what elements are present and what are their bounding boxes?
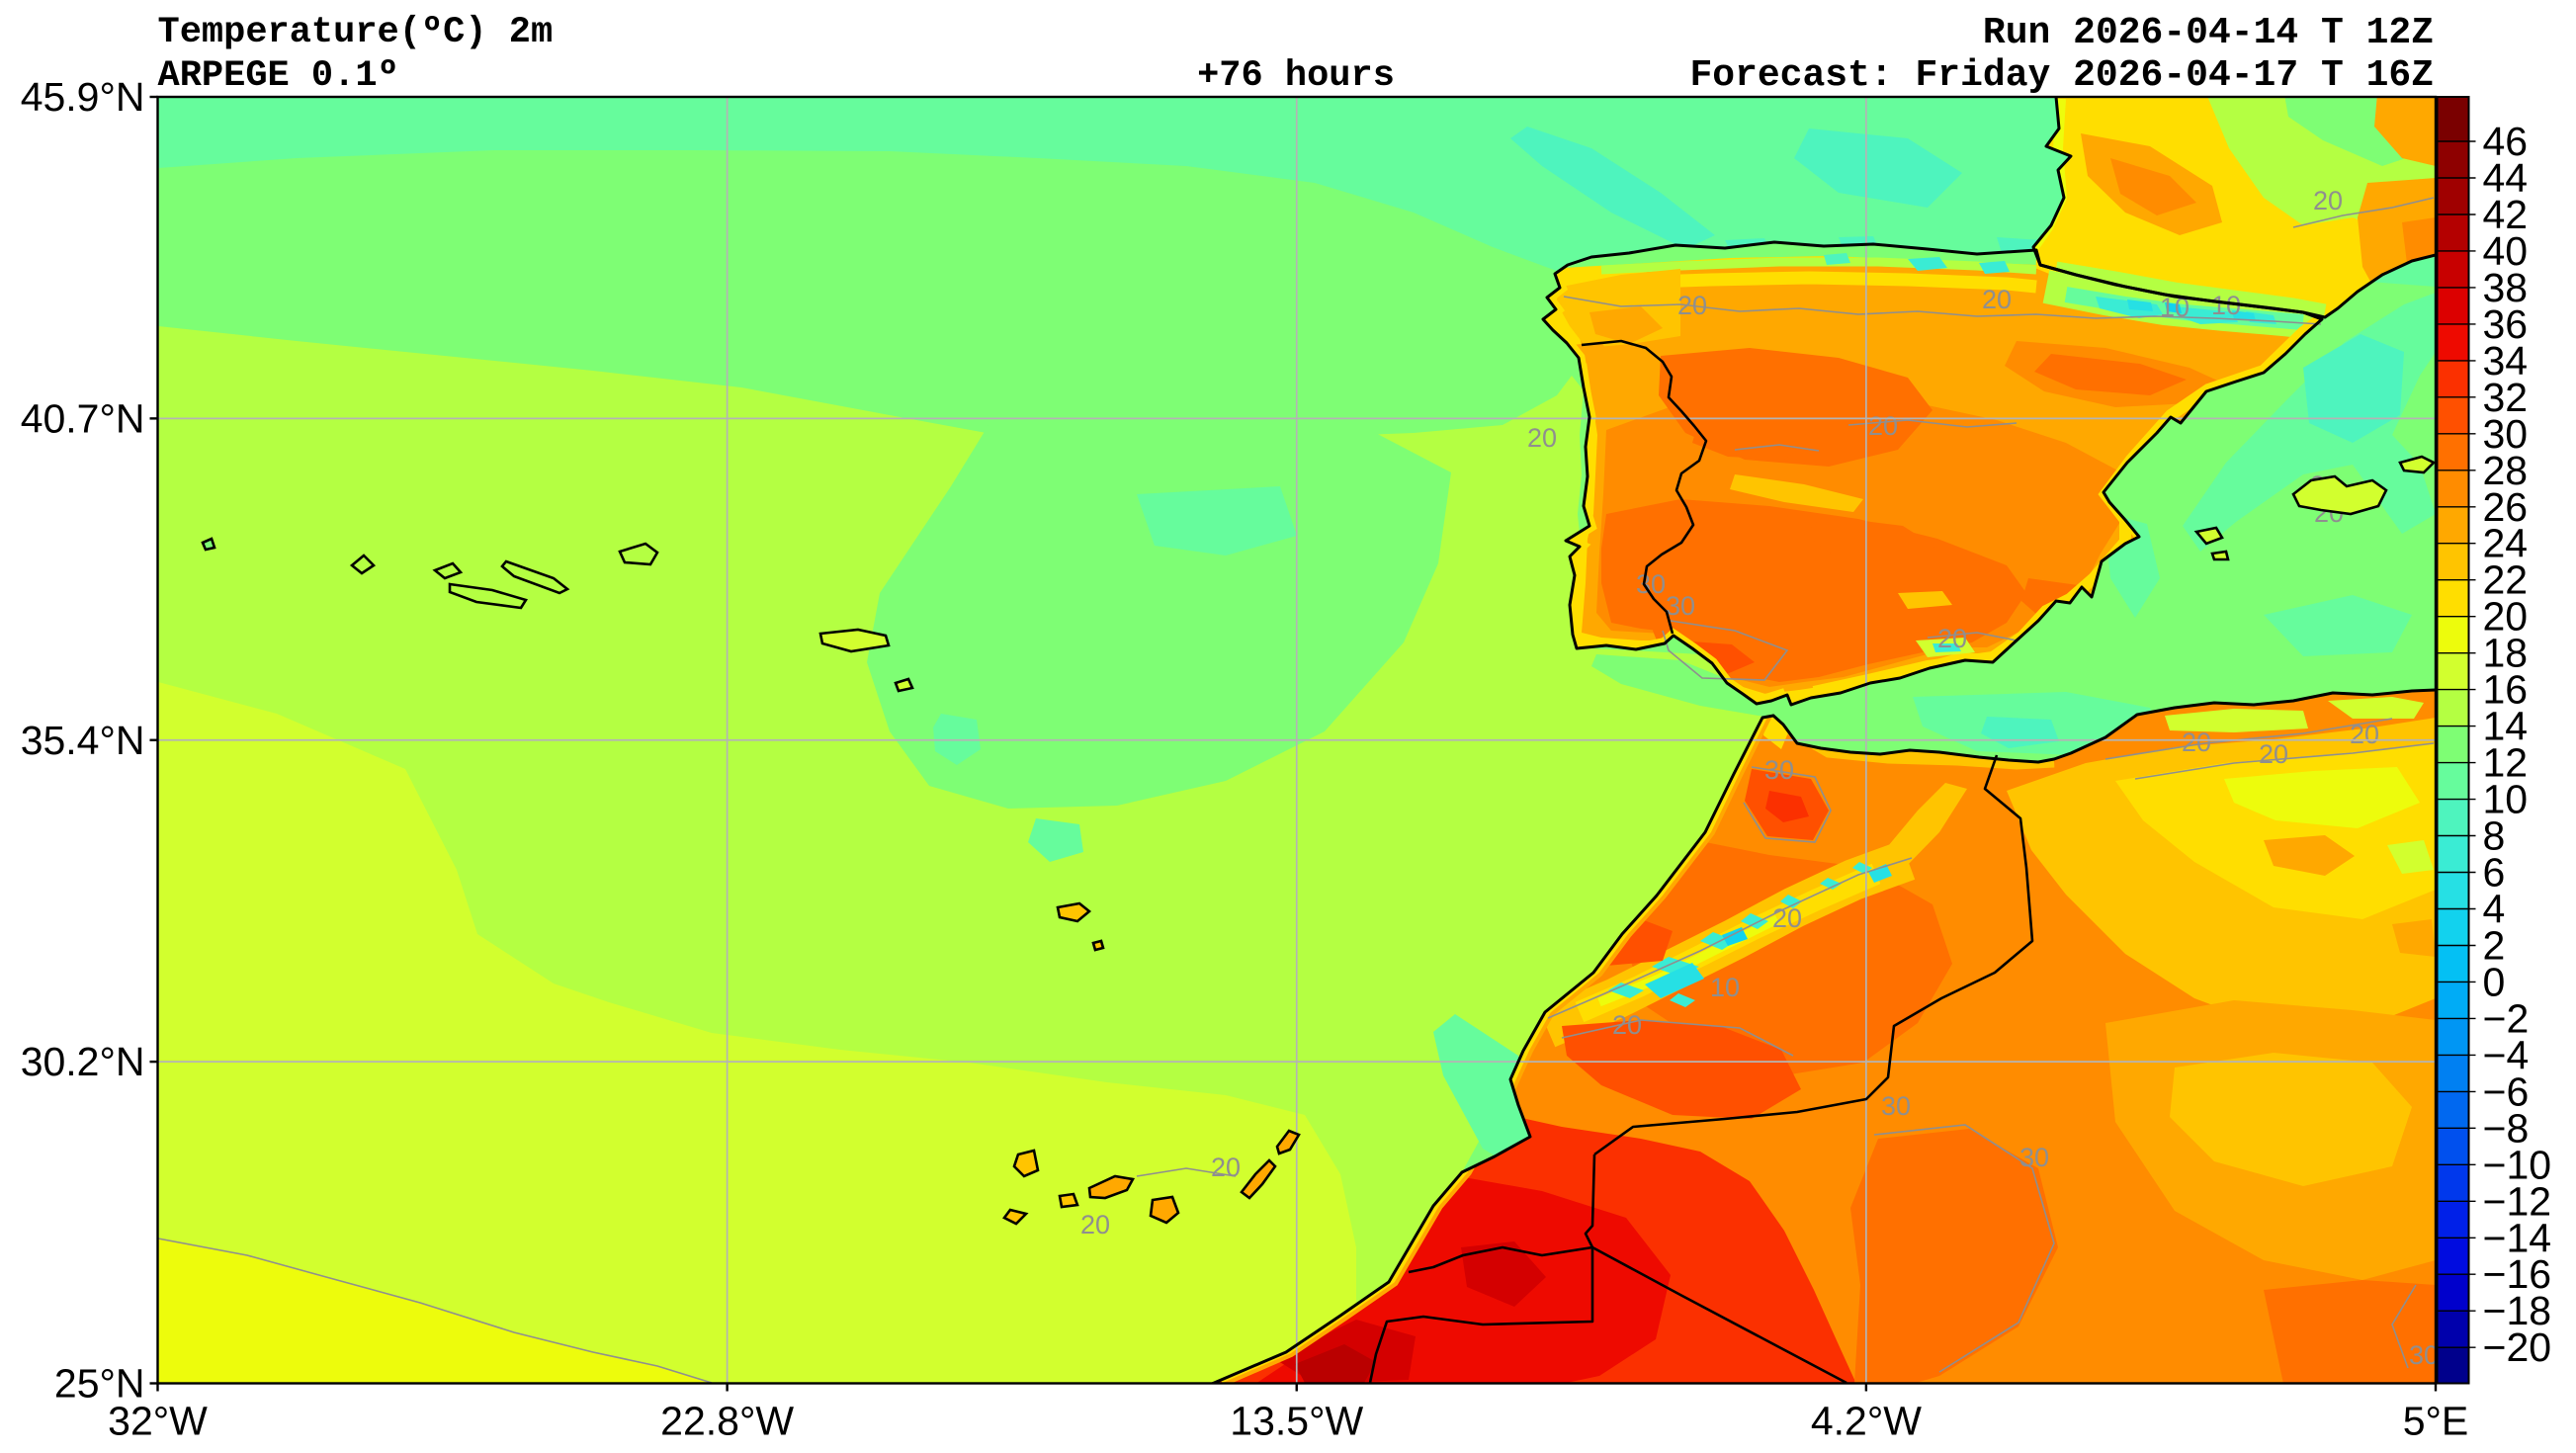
svg-text:−12: −12 [2483,1178,2552,1224]
svg-text:24: 24 [2483,521,2529,566]
svg-text:−20: −20 [2483,1325,2552,1370]
svg-text:20: 20 [2483,594,2529,640]
svg-text:44: 44 [2483,155,2529,201]
svg-text:26: 26 [2483,484,2529,530]
svg-text:20: 20 [2313,186,2343,215]
svg-text:20: 20 [1982,285,2012,314]
svg-text:30: 30 [2483,411,2529,457]
svg-text:20: 20 [1211,1153,1241,1182]
svg-text:12: 12 [2483,740,2529,786]
svg-text:30: 30 [2409,1340,2439,1370]
svg-text:28: 28 [2483,448,2529,493]
svg-text:Run 2026-04-14 T 12Z: Run 2026-04-14 T 12Z [1983,12,2434,54]
svg-text:22.8°W: 22.8°W [660,1399,794,1444]
svg-text:−4: −4 [2483,1032,2530,1077]
svg-text:30: 30 [1881,1091,1911,1121]
svg-text:4: 4 [2483,887,2506,932]
svg-text:Temperature(ºC) 2m: Temperature(ºC) 2m [158,12,554,53]
svg-text:45.9°N: 45.9°N [21,74,145,120]
svg-text:−8: −8 [2483,1105,2530,1151]
svg-text:20: 20 [2259,739,2288,769]
svg-text:30: 30 [2019,1143,2049,1172]
svg-text:35.4°N: 35.4°N [21,718,145,763]
svg-text:40: 40 [2483,228,2529,274]
svg-text:20: 20 [1080,1210,1110,1239]
svg-text:20: 20 [1527,423,1557,453]
svg-text:32°W: 32°W [108,1399,208,1444]
svg-text:6: 6 [2483,850,2506,896]
svg-text:30.2°N: 30.2°N [21,1039,145,1084]
svg-text:22: 22 [2483,557,2529,603]
svg-text:34: 34 [2483,338,2529,384]
svg-text:20: 20 [1677,291,1707,320]
svg-text:46: 46 [2483,119,2529,164]
svg-text:−14: −14 [2483,1215,2552,1260]
svg-text:−18: −18 [2483,1288,2552,1333]
svg-text:18: 18 [2483,631,2529,676]
svg-text:8: 8 [2483,813,2506,859]
svg-text:−6: −6 [2483,1068,2530,1114]
svg-text:2: 2 [2483,923,2506,969]
svg-text:+76 hours: +76 hours [1197,55,1395,97]
svg-text:32: 32 [2483,375,2529,420]
svg-text:25°N: 25°N [54,1361,145,1407]
svg-text:14: 14 [2483,704,2529,749]
svg-text:Forecast: Friday 2026-04-17 T: Forecast: Friday 2026-04-17 T 16Z [1689,54,2434,97]
svg-text:0: 0 [2483,959,2506,1004]
svg-text:4.2°W: 4.2°W [1811,1399,1922,1444]
svg-text:20: 20 [2350,720,2379,749]
svg-text:10: 10 [2483,777,2529,822]
svg-text:13.5°W: 13.5°W [1230,1399,1363,1444]
svg-text:10: 10 [1710,973,1740,1002]
svg-text:16: 16 [2483,667,2529,713]
svg-text:40.7°N: 40.7°N [21,395,145,441]
svg-text:42: 42 [2483,192,2529,237]
svg-text:ARPEGE 0.1º: ARPEGE 0.1º [158,55,399,97]
svg-text:30: 30 [1666,591,1695,621]
svg-text:20: 20 [1937,624,1967,653]
svg-text:5°E: 5°E [2403,1399,2469,1444]
svg-text:36: 36 [2483,301,2529,347]
svg-text:20: 20 [1868,411,1898,441]
svg-text:38: 38 [2483,265,2529,310]
svg-text:−10: −10 [2483,1142,2552,1187]
svg-text:−2: −2 [2483,995,2530,1041]
svg-text:−16: −16 [2483,1251,2552,1297]
